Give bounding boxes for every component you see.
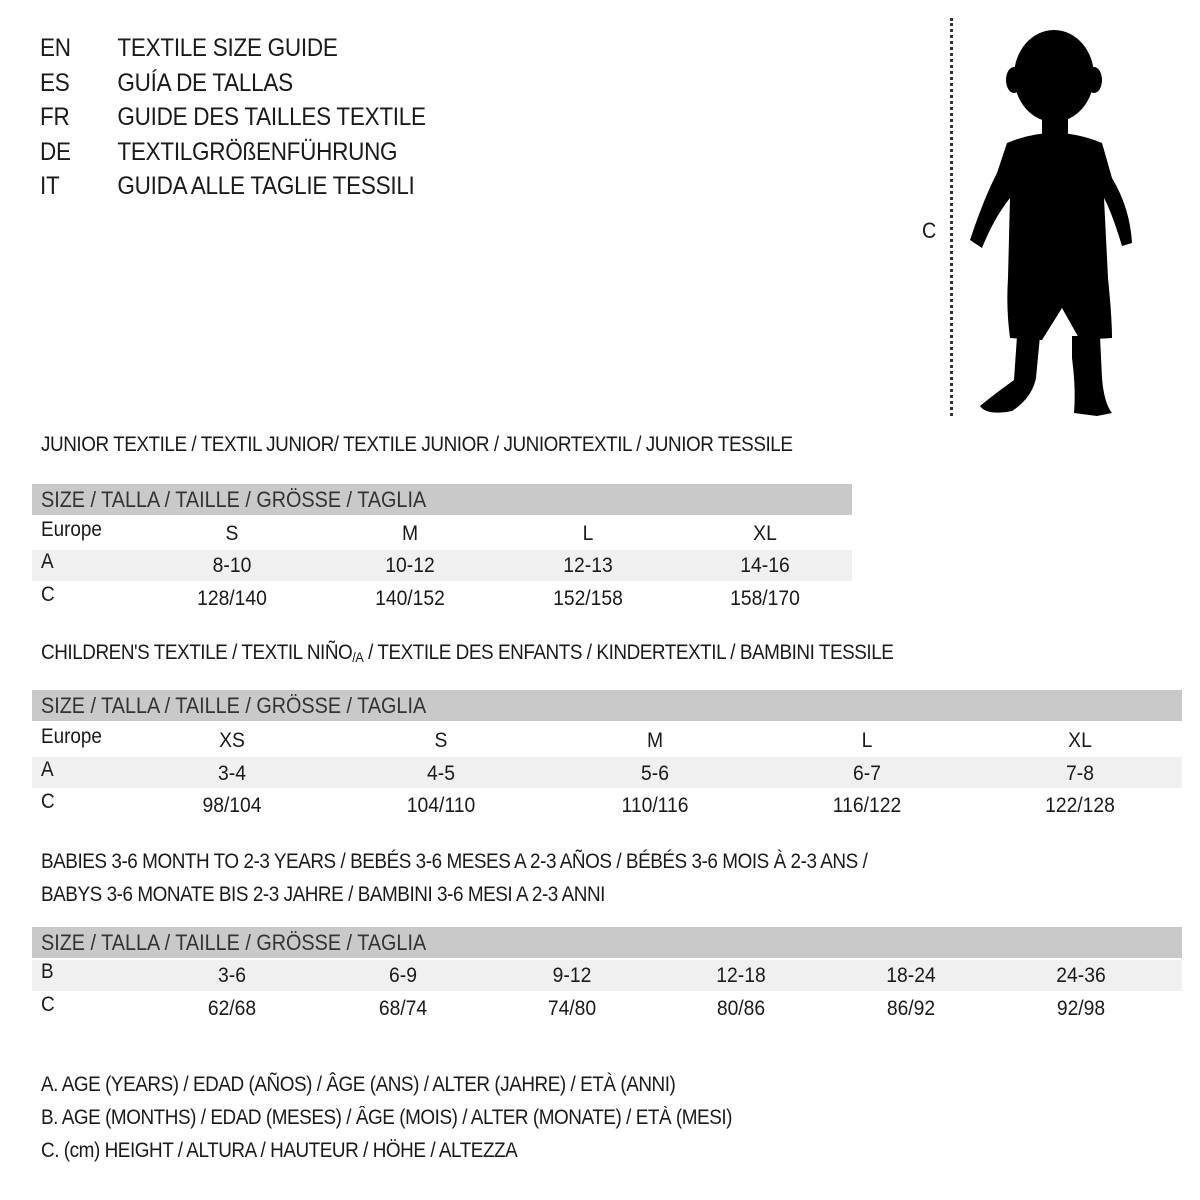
title-text: GUÍA DE TALLAS [117,68,293,97]
table-cell: 122/128 [1045,794,1115,817]
row-label: C [41,993,55,1016]
children-shaded-row [32,757,1182,788]
language-code: FR [40,103,70,131]
table-cell: 14-16 [740,554,790,577]
row-label: C [41,583,55,606]
babies-header-band [32,927,1182,958]
table-cell: L [582,522,594,545]
junior-header-label: SIZE / TALLA / TAILLE / GRÖSSE / TAGLIA [41,487,427,512]
row-label: A [41,550,54,573]
title-row: EN TEXTILE SIZE GUIDE [40,34,338,63]
title-text: TEXTILGRÖßENFÜHRUNG [117,137,398,166]
table-cell: 86/92 [886,997,936,1020]
table-cell: XL [1068,729,1092,752]
title-text: TEXTILE SIZE GUIDE [117,34,338,62]
children-section-title: CHILDREN'S TEXTILE / TEXTIL NIÑO/A / TEX… [41,641,894,665]
babies-shaded-row [32,960,1182,991]
language-code: IT [40,172,60,200]
table-cell: 116/122 [832,794,902,817]
table-cell: 12-18 [716,964,766,987]
junior-section-title: JUNIOR TEXTILE / TEXTIL JUNIOR/ TEXTILE … [41,433,793,456]
table-cell: 6-9 [389,964,417,987]
row-label: C [41,790,55,813]
legend-item: B. AGE (MONTHS) / EDAD (MESES) / ÂGE (MO… [41,1106,733,1129]
table-cell: 10-12 [385,554,435,577]
junior-shaded-row [32,550,852,581]
row-label: B [41,960,54,983]
child-silhouette-icon [970,30,1132,416]
language-code: DE [40,137,71,166]
title-text: GUIDE DES TAILLES TEXTILE [117,103,426,131]
language-code: EN [40,34,71,62]
row-label: A [41,758,54,781]
table-cell: 152/158 [553,587,623,610]
table-cell: 7-8 [1066,762,1094,785]
table-cell: 80/86 [716,997,766,1020]
table-cell: 62/68 [207,997,257,1020]
babies-section-title-line2: BABYS 3-6 MONATE BIS 2-3 JAHRE / BAMBINI… [41,883,605,906]
table-cell: S [434,729,448,752]
babies-header-label: SIZE / TALLA / TAILLE / GRÖSSE / TAGLIA [41,930,427,955]
title-row: FR GUIDE DES TAILLES TEXTILE [40,103,426,132]
legend-item: C. (cm) HEIGHT / ALTURA / HAUTEUR / HÖHE… [41,1139,518,1162]
table-cell: 3-6 [218,964,246,987]
table-cell: XL [753,522,777,545]
table-cell: 9-12 [552,964,592,987]
table-cell: XS [219,729,245,752]
height-label: C [922,218,936,243]
title-row: IT GUIDA ALLE TAGLIE TESSILI [40,172,415,201]
table-cell: L [861,729,873,752]
table-cell: 6-7 [853,762,881,785]
children-header-label: SIZE / TALLA / TAILLE / GRÖSSE / TAGLIA [41,693,427,718]
table-cell: 3-4 [218,762,246,785]
table-cell: 98/104 [202,794,262,817]
row-label: Europe [41,725,102,748]
table-cell: 24-36 [1056,964,1106,987]
legend-item: A. AGE (YEARS) / EDAD (AÑOS) / ÂGE (ANS)… [41,1073,676,1096]
row-label: Europe [41,518,102,541]
table-cell: 5-6 [641,762,669,785]
table-cell: 4-5 [427,762,455,785]
title-row: ES GUÍA DE TALLAS [40,69,293,98]
language-code: ES [40,68,70,97]
table-cell: 110/116 [621,794,689,817]
table-cell: 128/140 [197,587,267,610]
children-header-band [32,690,1182,721]
table-cell: 12-13 [563,554,613,577]
babies-section-title-line1: BABIES 3-6 MONTH TO 2-3 YEARS / BEBÉS 3-… [41,850,868,873]
title-text: GUIDA ALLE TAGLIE TESSILI [117,172,415,200]
table-cell: S [225,522,239,545]
table-cell: 104/110 [406,794,476,817]
table-cell: 68/74 [378,997,428,1020]
table-cell: 74/80 [547,997,597,1020]
table-cell: M [401,522,419,545]
table-cell: 140/152 [375,587,445,610]
table-cell: M [646,729,664,752]
junior-header-band [32,484,852,515]
table-cell: 158/170 [730,587,800,610]
height-measure-line [950,18,953,416]
table-cell: 92/98 [1056,997,1106,1020]
table-cell: 8-10 [212,554,252,577]
title-row: DE TEXTILGRÖßENFÜHRUNG [40,137,398,167]
table-cell: 18-24 [886,964,936,987]
